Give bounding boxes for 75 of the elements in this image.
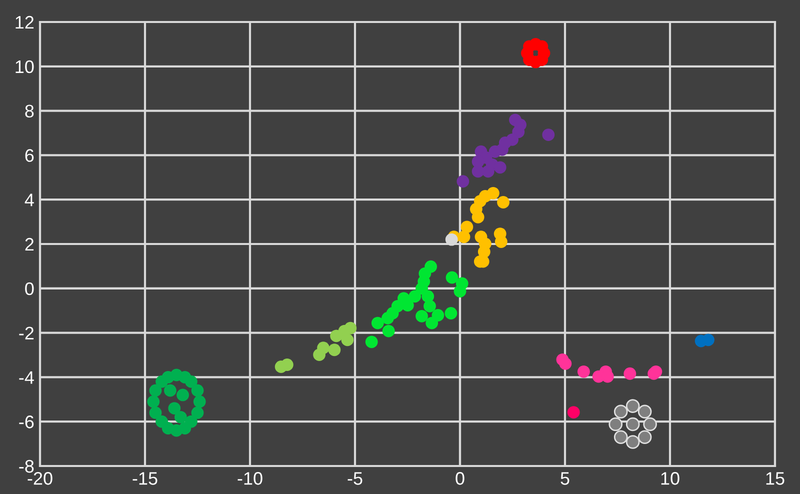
point (382, 324, 395, 338)
y-tick-label: 2 (25, 238, 34, 251)
y-tick-label: 8 (25, 104, 34, 118)
point (191, 384, 204, 397)
y-tick-label: 12 (16, 16, 34, 29)
x-tick-label: -20 (28, 472, 52, 485)
point (445, 233, 458, 246)
point (402, 299, 414, 312)
point (330, 330, 343, 342)
point (416, 310, 428, 322)
point (176, 388, 190, 402)
point (638, 404, 652, 419)
x-tick-label: 15 (766, 472, 784, 485)
point (432, 309, 444, 322)
point (608, 417, 623, 432)
point (614, 430, 628, 444)
point (444, 307, 458, 320)
y-tick-label: 4 (24, 194, 34, 206)
point (638, 430, 652, 444)
point (542, 128, 555, 141)
point (178, 422, 192, 434)
point (408, 290, 422, 303)
point (577, 365, 590, 378)
point (626, 399, 640, 413)
point (149, 406, 162, 419)
point (460, 220, 474, 234)
point (614, 404, 628, 419)
point (365, 336, 378, 348)
point (567, 406, 580, 418)
point (424, 300, 436, 312)
point (643, 417, 657, 432)
point (626, 435, 640, 449)
x-tick-label: 10 (661, 472, 680, 485)
point (624, 367, 636, 380)
point (486, 186, 500, 200)
x-tick-label: -5 (348, 472, 362, 485)
y-tick-label: -6 (19, 416, 34, 428)
point (488, 145, 502, 158)
x-tick-label: -10 (238, 472, 262, 485)
point (162, 422, 174, 434)
point (446, 271, 458, 284)
point (472, 210, 484, 224)
point (313, 348, 326, 361)
point (523, 40, 536, 53)
point (456, 175, 470, 188)
point (494, 161, 506, 174)
point (174, 410, 187, 424)
point (191, 406, 204, 419)
point (147, 395, 160, 408)
point (497, 196, 510, 208)
point (482, 165, 494, 178)
y-tick-label: 10 (16, 60, 34, 74)
y-tick-label: -2 (19, 326, 34, 340)
point (149, 384, 162, 397)
point (454, 285, 466, 298)
point (494, 236, 508, 248)
point (162, 370, 174, 384)
y-tick-label: 0 (25, 282, 34, 296)
x-tick-label: 0 (456, 472, 464, 485)
point (168, 402, 181, 414)
point (341, 334, 354, 346)
point (371, 316, 384, 330)
point (178, 370, 192, 384)
point (193, 395, 206, 408)
point (274, 360, 288, 373)
point (626, 417, 640, 432)
point (164, 384, 176, 397)
y-tick-label: -4 (19, 371, 34, 384)
x-tick-label: -15 (132, 472, 158, 485)
x-tick-label: 5 (560, 472, 570, 485)
point (328, 344, 341, 356)
y-tick-label: 6 (25, 149, 34, 162)
point (559, 357, 572, 370)
y-tick-label: -8 (19, 460, 34, 473)
point (382, 312, 394, 324)
